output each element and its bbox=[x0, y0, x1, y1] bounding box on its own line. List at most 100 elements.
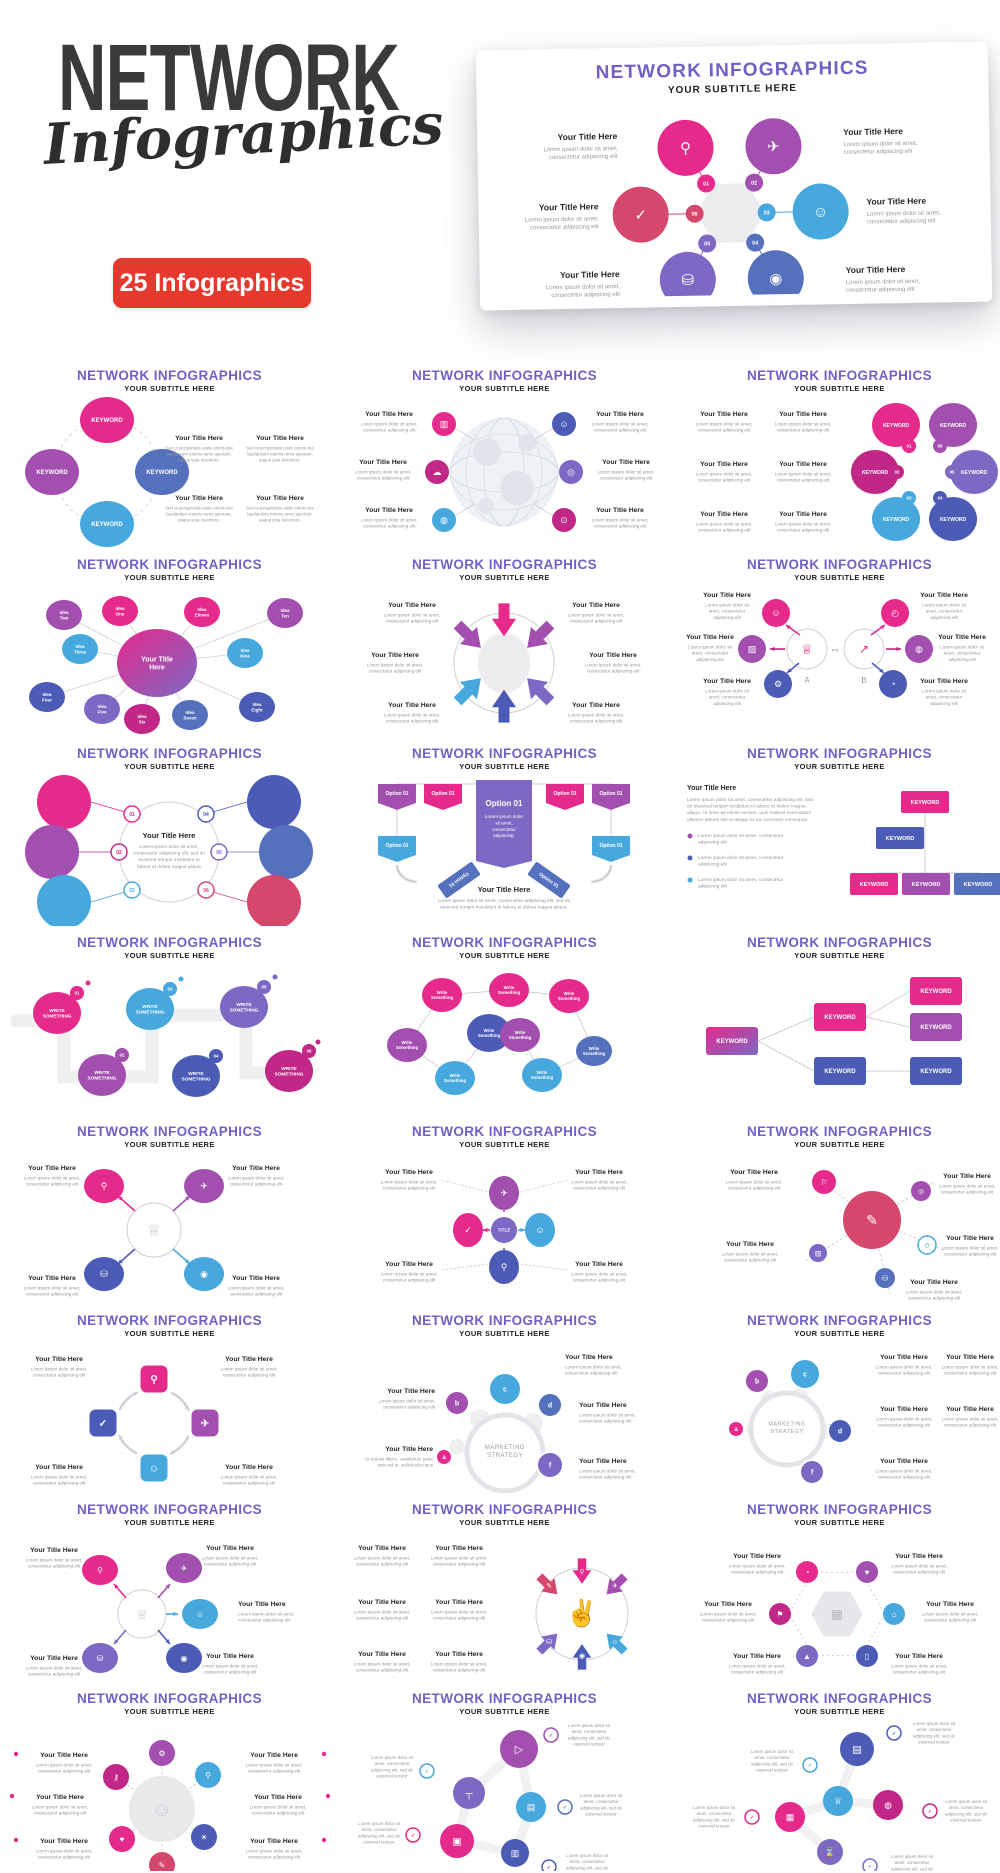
svg-text:05: 05 bbox=[261, 985, 267, 990]
thumbnail-subtitle: YOUR SUBTITLE HERE bbox=[459, 1329, 550, 1338]
svg-text:Write: Write bbox=[437, 990, 448, 995]
svg-text:Your Title Here: Your Title Here bbox=[175, 435, 223, 442]
svg-text:consectetur adipiscing elit: consectetur adipiscing elit bbox=[549, 154, 618, 161]
svg-text:Lorem ipsum dolor sit amet,: Lorem ipsum dolor sit amet, bbox=[571, 1179, 628, 1184]
svg-text:consectetur adipiscing elit: consectetur adipiscing elit bbox=[356, 1668, 409, 1673]
svg-text:Your Title Here: Your Title Here bbox=[385, 1446, 433, 1453]
svg-text:Your Title Here: Your Title Here bbox=[596, 507, 644, 514]
thumbnail-subtitle: YOUR SUBTITLE HERE bbox=[124, 1329, 215, 1338]
svg-text:KEYWORD: KEYWORD bbox=[911, 800, 940, 806]
svg-text:Lorem ipsum dolor sit: Lorem ipsum dolor sit bbox=[580, 1793, 623, 1798]
svg-text:eiusmod tempor: eiusmod tempor bbox=[756, 1768, 788, 1773]
svg-text:consectetur adipiscing elit: consectetur adipiscing elit bbox=[248, 1855, 301, 1860]
svg-text:⌂: ⌂ bbox=[892, 1610, 897, 1619]
thumbnail-heading: NETWORK INFOGRAPHICS bbox=[77, 746, 262, 761]
svg-text:Your Title Here: Your Title Here bbox=[700, 511, 748, 518]
svg-text:Lorem ipsum dolor sit amet,: Lorem ipsum dolor sit amet, bbox=[546, 284, 620, 291]
svg-text:consectetur adipiscing elit: consectetur adipiscing elit bbox=[573, 1186, 626, 1191]
svg-text:Lorem ipsum dolor sit amet,: Lorem ipsum dolor sit amet, bbox=[354, 1555, 411, 1560]
svg-text:adipiscing elit: adipiscing elit bbox=[713, 615, 741, 620]
svg-text:Idea: Idea bbox=[115, 606, 125, 611]
svg-text:▥: ▥ bbox=[511, 1848, 520, 1858]
svg-text:02: 02 bbox=[119, 1053, 125, 1058]
svg-text:Idea: Idea bbox=[197, 607, 207, 612]
svg-text:WRITE: WRITE bbox=[281, 1066, 297, 1072]
svg-text:Your Title Here: Your Title Here bbox=[30, 1655, 78, 1662]
svg-text:04: 04 bbox=[213, 1054, 219, 1059]
svg-text:Lorem ipsum dolor sit amet,: Lorem ipsum dolor sit amet, bbox=[431, 1661, 488, 1666]
svg-text:✌: ✌ bbox=[566, 1597, 598, 1629]
thumbnail-option-banners-graphic: Option 01 Option 01 Option 01 Option 01 Opti… bbox=[378, 780, 630, 911]
svg-text:Lorem ipsum dolor sit amet,: Lorem ipsum dolor sit amet, bbox=[202, 1663, 259, 1668]
svg-text:Your Title Here: Your Title Here bbox=[558, 131, 618, 142]
svg-text:WRITE: WRITE bbox=[94, 1070, 110, 1076]
svg-text:Lorem ipsum dolor sit amet,: Lorem ipsum dolor sit amet, bbox=[939, 1183, 996, 1188]
svg-text:amet, consectetur: amet, consectetur bbox=[692, 651, 729, 656]
svg-text:☀: ☀ bbox=[200, 1833, 207, 1842]
svg-text:Your Title Here: Your Title Here bbox=[920, 678, 968, 685]
svg-text:consectetur adipiscing elit: consectetur adipiscing elit bbox=[893, 1570, 946, 1575]
svg-text:consectetur adipiscing elit: consectetur adipiscing elit bbox=[386, 719, 439, 724]
svg-text:KEYWORD: KEYWORD bbox=[920, 1069, 952, 1075]
svg-text:02: 02 bbox=[751, 181, 757, 187]
svg-text:Your Title Here: Your Title Here bbox=[938, 634, 986, 641]
thumbnail-keyword-tree-graphic: KEYWORD KEYWORD KEYWORD KEYWORD KEYWORD KEYWO… bbox=[706, 977, 962, 1085]
svg-text:Lorem ipsum dolor sit amet,: Lorem ipsum dolor sit amet, bbox=[696, 521, 753, 526]
svg-text:consectetur adipiscing elit: consectetur adipiscing elit bbox=[893, 1670, 946, 1675]
svg-text:◴: ◴ bbox=[891, 608, 899, 618]
svg-text:amet, consectetur: amet, consectetur bbox=[944, 651, 981, 656]
svg-text:consectetur adipiscing elit: consectetur adipiscing elit bbox=[570, 619, 623, 624]
svg-text:Your Title Here: Your Title Here bbox=[920, 592, 968, 599]
svg-text:adipiscing elit: adipiscing elit bbox=[698, 862, 727, 868]
svg-text:⛁: ⛁ bbox=[97, 1654, 104, 1663]
svg-text:⚲: ⚲ bbox=[97, 1566, 103, 1575]
svg-text:Something: Something bbox=[396, 1045, 419, 1050]
thumbnail-text-orgchart: NETWORK INFOGRAPHICS YOUR SUBTITLE HERE Yo… bbox=[672, 738, 1000, 927]
svg-text:d: d bbox=[838, 1428, 842, 1435]
thumbnail-subtitle: YOUR SUBTITLE HERE bbox=[794, 951, 885, 960]
svg-text:amet, consectetur: amet, consectetur bbox=[709, 695, 746, 700]
svg-text:c: c bbox=[803, 1371, 807, 1378]
svg-text:consectetur: consectetur bbox=[492, 827, 516, 832]
svg-text:consectetur adipiscing elit: consectetur adipiscing elit bbox=[844, 149, 913, 156]
thumbnail-globe-network: NETWORK INFOGRAPHICS YOUR SUBTITLE HERE ▥ ☁… bbox=[337, 360, 672, 549]
svg-text:◍: ◍ bbox=[884, 1800, 892, 1810]
svg-text:◉: ◉ bbox=[579, 1653, 585, 1660]
svg-text:Your Title Here: Your Title Here bbox=[926, 1601, 974, 1608]
svg-text:◉: ◉ bbox=[200, 1269, 208, 1279]
svg-text:MARKETING: MARKETING bbox=[485, 1445, 525, 1451]
thumbnail-six-circle-ring-graphic: 01 04 02 05 03 06 Your Title Here Lorem ipsum d… bbox=[25, 775, 313, 926]
svg-text:✈: ✈ bbox=[200, 1181, 208, 1191]
svg-text:02: 02 bbox=[894, 470, 900, 475]
svg-text:sit amet,: sit amet, bbox=[495, 820, 512, 825]
svg-text:Your Title Here: Your Title Here bbox=[35, 1464, 83, 1471]
svg-text:adipiscing elit: adipiscing elit bbox=[948, 657, 976, 662]
svg-text:KEYWORD: KEYWORD bbox=[964, 882, 993, 888]
svg-text:Your Title Here: Your Title Here bbox=[946, 1354, 994, 1361]
svg-text:Your Title Here: Your Title Here bbox=[943, 1173, 991, 1180]
svg-text:01: 01 bbox=[703, 181, 709, 187]
thumbnail-heading: NETWORK INFOGRAPHICS bbox=[747, 557, 932, 572]
svg-text:Lorem ipsum dolor sit: Lorem ipsum dolor sit bbox=[945, 1799, 988, 1804]
svg-text:01: 01 bbox=[129, 812, 135, 818]
svg-text:Lorem ipsum dolor sit amet,: Lorem ipsum dolor sit amet, bbox=[238, 1611, 295, 1616]
svg-text:eiusmod tempor: eiusmod tempor bbox=[698, 1824, 730, 1829]
svg-text:Lorem ipsum dolor sit amet,: Lorem ipsum dolor sit amet, bbox=[26, 1557, 83, 1562]
svg-text:Lorem ipsum dolor sit amet,: Lorem ipsum dolor sit amet, bbox=[876, 1364, 933, 1369]
hero-diagram: ⚲ ✈ ✓ ☺ ⛁ ◉ 01 02 03 04 05 06 Your Title Here Lorem i… bbox=[525, 118, 941, 300]
thumbnail-subtitle: YOUR SUBTITLE HERE bbox=[124, 1518, 215, 1527]
svg-text:Lorem ipsum dolor sit amet,: Lorem ipsum dolor sit amet, bbox=[579, 1412, 636, 1417]
svg-text:♕: ♕ bbox=[801, 642, 813, 657]
svg-text:Lorem ipsum dolor sit amet,: Lorem ipsum dolor sit amet, bbox=[592, 421, 649, 426]
svg-text:b: b bbox=[455, 1400, 459, 1407]
svg-text:☺: ☺ bbox=[611, 1639, 618, 1646]
svg-text:consectetur adipiscing elit: consectetur adipiscing elit bbox=[587, 669, 640, 674]
thumbnail-six-circle-ring: NETWORK INFOGRAPHICS YOUR SUBTITLE HERE 01… bbox=[2, 738, 337, 927]
svg-text:Your Title Here: Your Title Here bbox=[371, 652, 419, 659]
svg-text:consectetur adipiscing elit: consectetur adipiscing elit bbox=[941, 1190, 994, 1195]
thumbnail-write-network: NETWORK INFOGRAPHICS YOUR SUBTITLE HERE Wr… bbox=[337, 927, 672, 1116]
svg-text:consectetur adipiscing elit: consectetur adipiscing elit bbox=[878, 1475, 931, 1480]
thumbnail-radiate-four-graphic: ♕ ⚲ ✈ ⛁ ◉ Your Title Here Lorem ipsum dolor si… bbox=[24, 1165, 285, 1297]
svg-text:laudantium totems rems aperiam: laudantium totems rems aperiam, bbox=[247, 512, 312, 517]
thumbnail-heading: NETWORK INFOGRAPHICS bbox=[77, 1691, 262, 1706]
